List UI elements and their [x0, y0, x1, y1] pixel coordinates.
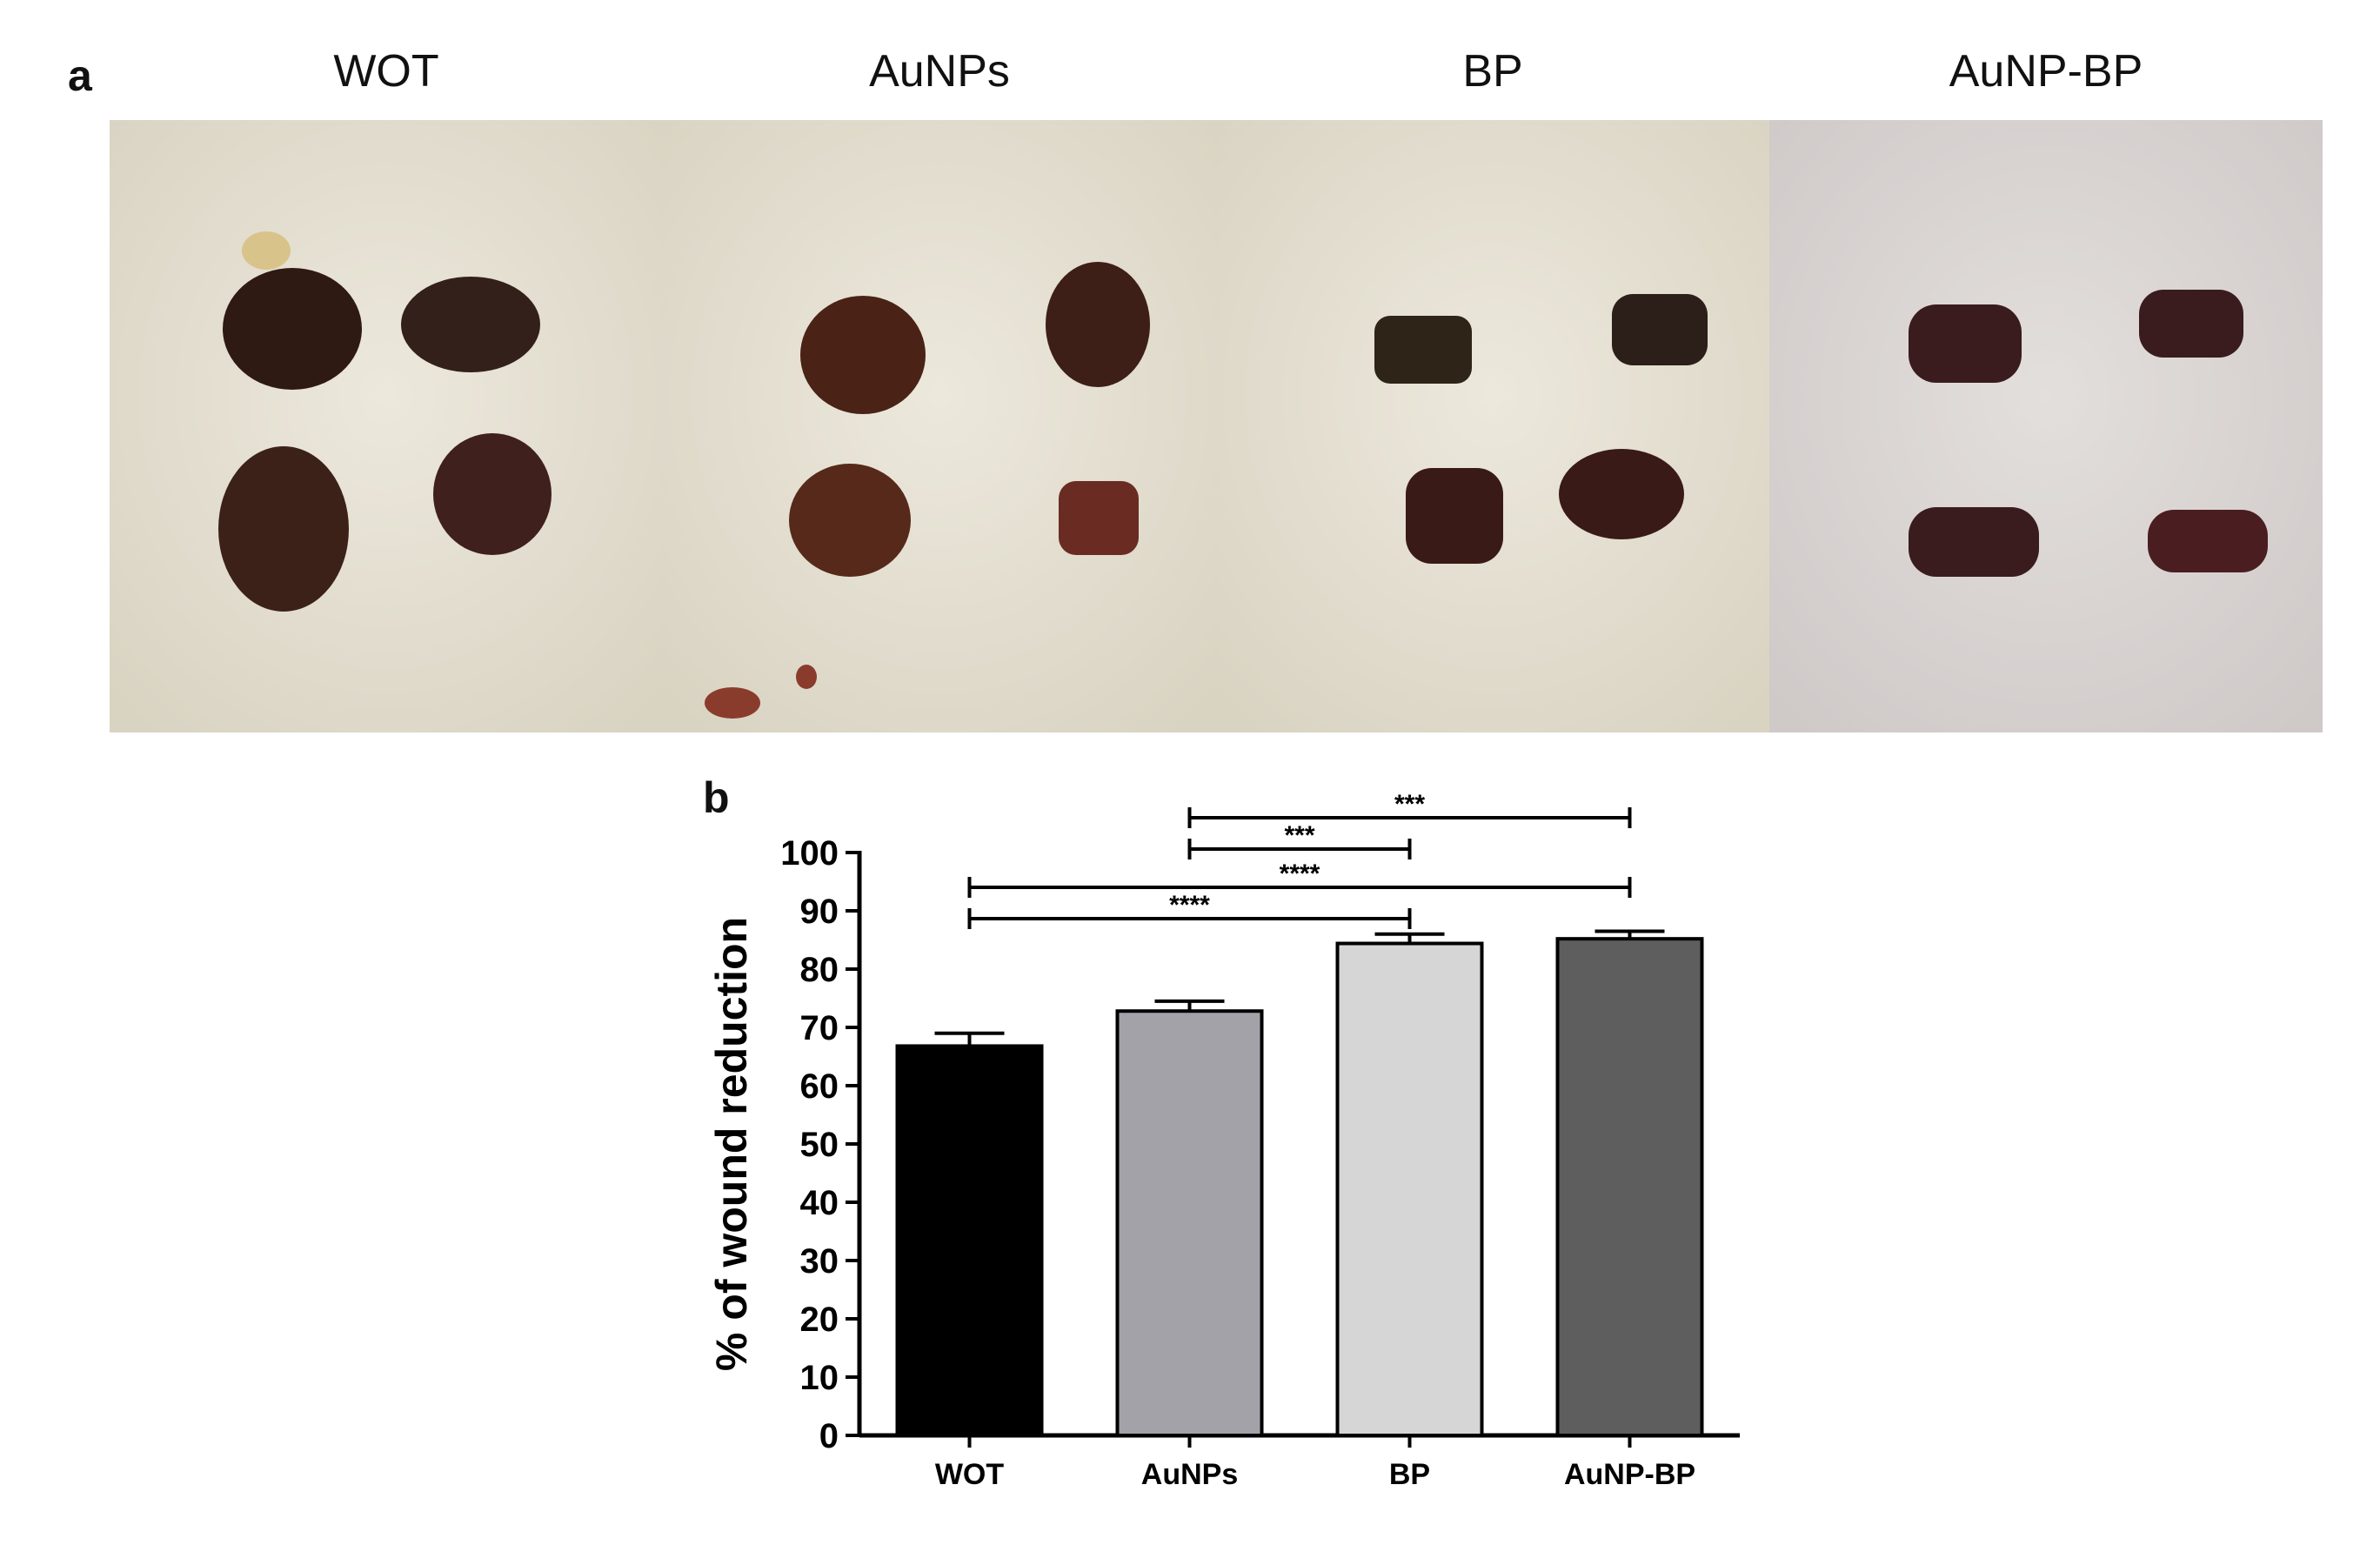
- wound-scab: [1909, 304, 2022, 383]
- x-tick-label: WOT: [935, 1458, 1005, 1491]
- significance-label: ***: [1284, 821, 1314, 850]
- significance-label: ****: [1169, 891, 1210, 920]
- photo-title-wot: WOT: [333, 46, 439, 97]
- wound-scab: [1374, 316, 1472, 384]
- x-tick-label: AuNP-BP: [1564, 1458, 1695, 1491]
- wound-scab: [1059, 481, 1139, 555]
- photo-title-aunp-bp: AuNP-BP: [1949, 46, 2143, 97]
- wound-scab: [223, 268, 362, 390]
- wound-scab: [800, 296, 926, 414]
- wound-scab: [1046, 262, 1150, 387]
- wound-scab: [433, 433, 552, 555]
- x-tick-label: AuNPs: [1141, 1458, 1238, 1491]
- wound-scab: [2148, 510, 2268, 572]
- y-tick-label: 90: [800, 893, 839, 931]
- panel-a-label: a: [68, 51, 92, 100]
- bar-bp: [1335, 941, 1484, 1437]
- wound-scab: [1406, 468, 1503, 564]
- wound-scab: [401, 277, 540, 372]
- y-tick-label: 60: [800, 1067, 839, 1106]
- wound-scab: [789, 464, 911, 577]
- y-tick-label: 40: [800, 1184, 839, 1222]
- y-axis-label: % of wound reduction: [707, 917, 756, 1371]
- wound-scab: [218, 446, 349, 612]
- bar-aunps: [1115, 1009, 1264, 1437]
- wound-scab: [1612, 294, 1708, 365]
- y-tick-label: 30: [800, 1242, 839, 1281]
- x-tick-label: BP: [1389, 1458, 1430, 1491]
- wound-scab: [2139, 290, 2243, 358]
- significance-label: ****: [1280, 859, 1320, 888]
- y-tick-label: 80: [800, 951, 839, 989]
- y-tick-label: 50: [800, 1126, 839, 1164]
- bar-aunp-bp: [1555, 937, 1704, 1438]
- panel-b-label: b: [703, 773, 730, 822]
- photo-title-aunps: AuNPs: [869, 46, 1010, 97]
- y-tick-label: 10: [800, 1359, 839, 1397]
- y-tick-label: 70: [800, 1009, 839, 1047]
- bar-wot: [895, 1044, 1044, 1437]
- y-tick-label: 100: [780, 834, 839, 873]
- y-tick-label: 0: [819, 1417, 839, 1455]
- photo-bp: [1216, 120, 1769, 732]
- wound-scab: [1909, 507, 2039, 577]
- photo-aunps: [663, 120, 1216, 732]
- wound-scab: [1559, 449, 1684, 539]
- photo-title-bp: BP: [1462, 46, 1523, 97]
- photo-wot: [110, 120, 663, 732]
- wound-photo-strip: [110, 120, 2323, 732]
- photo-aunp-bp: [1769, 120, 2323, 732]
- y-tick-label: 20: [800, 1301, 839, 1339]
- significance-label: ***: [1394, 790, 1425, 819]
